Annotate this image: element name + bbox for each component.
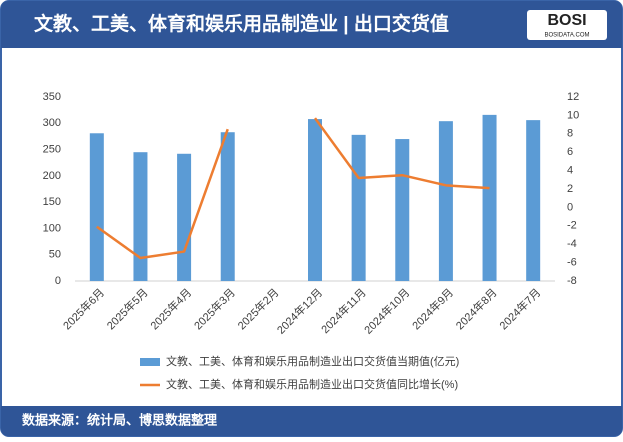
y2-tick-label: 0 xyxy=(567,201,573,213)
y2-tick-label: -4 xyxy=(567,238,577,250)
bar xyxy=(482,114,497,281)
logo-box xyxy=(527,10,607,40)
y-tick-label: 0 xyxy=(55,275,61,287)
logo: BOSI xyxy=(547,12,586,29)
line xyxy=(96,117,490,260)
bar xyxy=(177,153,192,281)
logo-sub: BOSIDATA.COM xyxy=(544,33,589,39)
y2-tick-label: -2 xyxy=(567,220,577,232)
y-tick-label: 350 xyxy=(43,91,61,103)
y2-tick-label: 4 xyxy=(567,165,573,177)
footer-bar xyxy=(1,406,622,436)
bar xyxy=(89,133,104,281)
header-bar xyxy=(1,1,622,48)
source: 数据来源：统计局、博思数据整理 xyxy=(22,412,217,427)
bar xyxy=(526,120,541,281)
bar xyxy=(351,134,366,281)
bar xyxy=(133,152,148,281)
y2-tick-label: 12 xyxy=(567,91,579,103)
title: 文教、工美、体育和娱乐用品制造业 | 出口交货值 xyxy=(34,12,449,35)
y-tick-label: 150 xyxy=(43,196,61,208)
bar xyxy=(438,121,453,281)
y-tick-label: 100 xyxy=(43,222,61,234)
legend-label: 文教、工美、体育和娱乐用品制造业出口交货值当期值(亿元) xyxy=(166,354,459,368)
y2-tick-label: -6 xyxy=(567,257,577,269)
y2-tick-label: 6 xyxy=(567,146,573,158)
y2-tick-label: -8 xyxy=(567,275,577,287)
y-tick-label: 250 xyxy=(43,143,61,155)
bar xyxy=(308,119,322,281)
y-tick-label: 200 xyxy=(43,170,61,182)
legend-swatch xyxy=(140,358,160,366)
legend-label: 文教、工美、体育和娱乐用品制造业出口交货值同比增长(%) xyxy=(166,377,458,391)
y-tick-label: 50 xyxy=(49,249,61,261)
bar xyxy=(220,132,235,281)
y2-tick-label: 10 xyxy=(567,109,579,121)
y2-tick-label: 8 xyxy=(567,128,573,140)
y2-tick-label: 2 xyxy=(567,183,573,195)
y-tick-label: 300 xyxy=(43,117,61,129)
bar xyxy=(395,139,410,281)
